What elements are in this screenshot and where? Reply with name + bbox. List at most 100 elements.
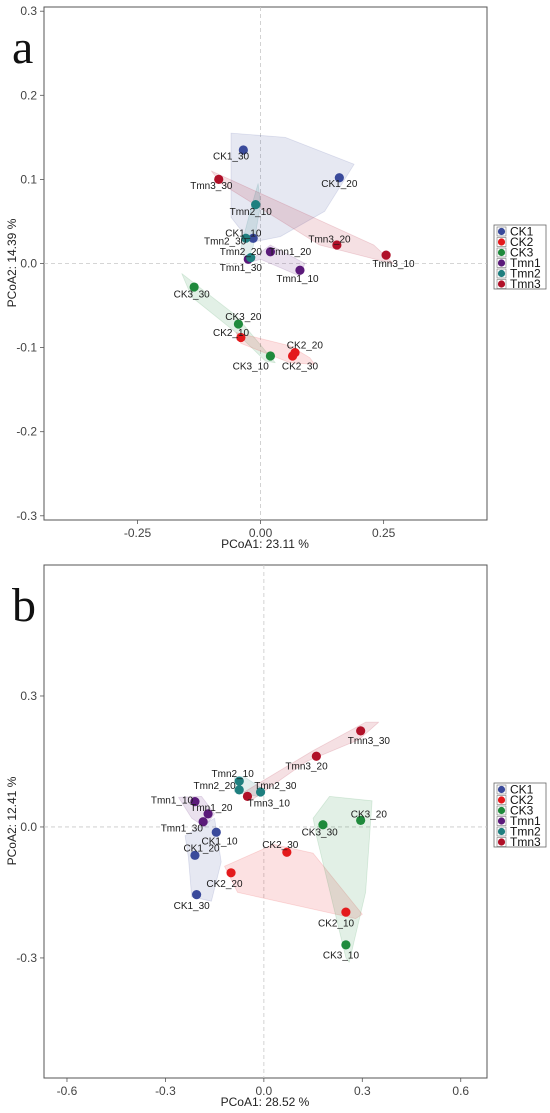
point-ck2-10 — [236, 332, 246, 343]
point-ck3-30 — [318, 820, 328, 830]
legend-label: CK3 — [510, 804, 534, 818]
x-tick-label: 0.6 — [452, 1084, 469, 1098]
point-ck3-10 — [341, 940, 351, 950]
point-tmn2-30 — [241, 233, 251, 243]
point-label: Tmn3_20 — [308, 235, 351, 246]
point-label: Tmn2_30 — [204, 236, 247, 247]
point-label: Tmn2_20 — [220, 247, 263, 258]
point-ck3-30 — [189, 282, 199, 292]
point-label: Tmn3_10 — [248, 798, 291, 809]
point-label: Tmn1_10 — [276, 274, 319, 285]
point-ck2-30 — [287, 351, 298, 361]
point-label: Tmn3_30 — [190, 181, 233, 192]
point-label: Tmn3_10 — [372, 259, 415, 270]
legend-swatch-tmn1 — [497, 259, 506, 267]
legend-swatch-ck3 — [497, 806, 506, 815]
hull-tmn3 — [210, 170, 394, 264]
point-ck2-20 — [226, 868, 236, 878]
legend-swatch-tmn2 — [497, 269, 506, 278]
y-axis-title: PCoA2: 12.41 % — [5, 776, 19, 865]
y-tick-label: -0.3 — [16, 951, 37, 965]
point-label: Tmn1_20 — [190, 803, 233, 814]
point-label: CK3_10 — [233, 362, 270, 373]
point-label: CK1_20 — [183, 843, 220, 854]
hull-ck3 — [181, 273, 276, 364]
point-ck3-20 — [356, 815, 366, 826]
point-label: CK3_20 — [351, 809, 388, 820]
legend-label: Tmn2 — [510, 825, 541, 839]
point-label: CK2_20 — [287, 341, 324, 352]
point-tmn1-30 — [198, 817, 208, 827]
point-ck2-10 — [341, 907, 351, 917]
x-tick-label: -0.6 — [57, 1084, 78, 1098]
point-label: Tmn2_30 — [254, 781, 297, 792]
point-tmn1-20 — [203, 809, 213, 819]
y-tick-label: 0.0 — [20, 257, 37, 271]
legend-swatch-ck3 — [497, 248, 506, 257]
point-label: CK1_30 — [174, 901, 211, 912]
legend-label: Tmn3 — [510, 835, 541, 849]
x-axis-title: PCoA1: 28.52 % — [221, 1095, 310, 1109]
x-tick-label: 0.0 — [256, 1084, 273, 1098]
point-label: CK3_10 — [323, 950, 360, 961]
y-tick-label: 0.2 — [20, 88, 37, 102]
legend-label: Tmn3 — [510, 277, 541, 291]
legend-label: Tmn1 — [510, 256, 541, 270]
point-tmn3-10 — [381, 250, 391, 260]
point-tmn3-10 — [242, 791, 253, 801]
point-ck1-20 — [334, 173, 344, 183]
legend-swatch-tmn3 — [497, 838, 506, 846]
y-tick-label: 0.1 — [20, 172, 37, 186]
point-ck1-10 — [211, 827, 221, 837]
point-tmn2-10 — [234, 776, 244, 786]
data-points — [189, 145, 391, 361]
point-label: Tmn1_10 — [151, 795, 194, 806]
point-label: CK1_20 — [321, 179, 358, 190]
y-tick-label: -0.2 — [16, 425, 37, 439]
panel-b: b CK1_20CK1_10CK1_30CK2_20CK2_30CK2_10CK… — [5, 564, 547, 1109]
point-label: CK1_30 — [213, 151, 250, 162]
legend-label: Tmn2 — [510, 267, 541, 281]
legend-label: CK1 — [510, 783, 534, 797]
point-tmn2-30 — [255, 787, 266, 797]
y-tick-label: 0.3 — [20, 4, 37, 18]
data-points — [190, 726, 366, 950]
legend-label: CK2 — [510, 793, 534, 807]
point-label: CK2_10 — [213, 328, 250, 339]
legend-swatch-tmn2 — [497, 827, 506, 836]
y-tick-label: -0.1 — [16, 341, 37, 355]
y-tick-label: -0.3 — [16, 509, 37, 523]
point-ck1-10 — [248, 233, 258, 243]
axis-ticks: -0.25 0.00 0.25 -0.3 -0.2 -0.1 0.0 0.1 0.2 0.3 — [16, 4, 395, 540]
point-label: CK3_20 — [225, 312, 262, 323]
plot-frame — [43, 564, 488, 1079]
point-ck2-30 — [282, 847, 292, 857]
point-label: CK2_30 — [282, 362, 319, 373]
point-label: CK3_30 — [174, 289, 211, 300]
point-label: Tmn1_30 — [161, 823, 204, 834]
legend-label: CK3 — [510, 246, 534, 260]
legend-swatch-ck2 — [497, 796, 506, 804]
legend-swatch-tmn1 — [497, 817, 506, 825]
point-label: CK2_20 — [206, 879, 243, 890]
y-tick-label: 0.3 — [20, 689, 37, 703]
panel-letter: a — [12, 21, 33, 74]
legend-swatch-ck1 — [497, 227, 506, 236]
point-label: Tmn3_30 — [348, 736, 391, 747]
y-tick-label: 0.0 — [20, 820, 37, 834]
point-label: Tmn1_30 — [220, 263, 263, 274]
x-tick-label: 0.00 — [249, 526, 273, 540]
point-ck1-30 — [191, 890, 202, 900]
point-tmn2-10 — [251, 200, 261, 210]
legend-swatch-tmn3 — [497, 280, 506, 288]
panel-a: a CK1_30CK1_20CK1_10CK2_20CK2_30CK2_10CK… — [5, 4, 547, 551]
point-label: CK2_30 — [262, 840, 299, 851]
axis-ticks: -0.6 -0.3 0.0 0.3 0.6 -0.3 0.0 0.3 — [16, 689, 469, 1098]
point-tmn3-30 — [356, 726, 366, 736]
point-label: CK2_10 — [318, 919, 355, 930]
point-ck3-10 — [265, 351, 276, 361]
point-ck1-30 — [238, 145, 248, 155]
